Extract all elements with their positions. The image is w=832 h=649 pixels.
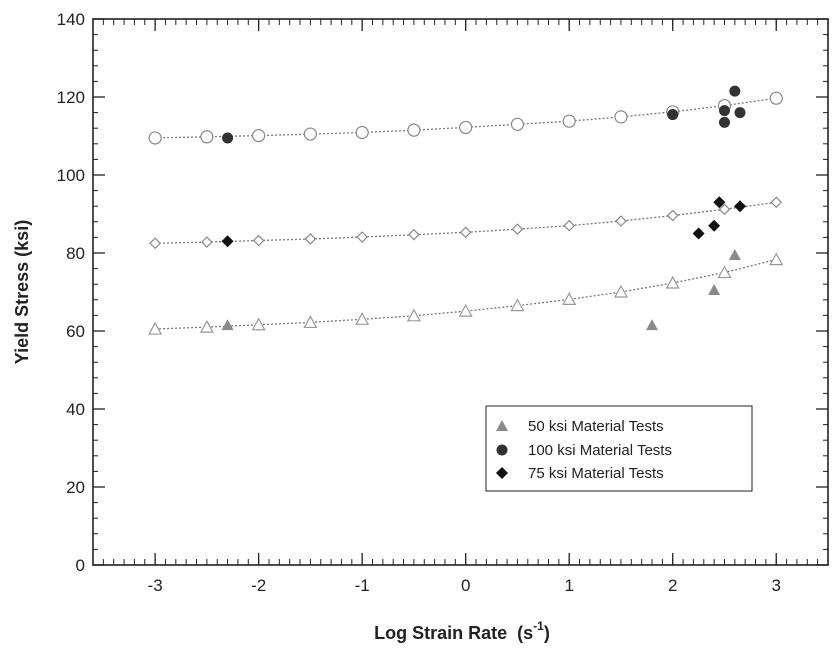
x-tick-label: -2 [251, 576, 266, 595]
legend-marker-diamond [496, 467, 508, 479]
fit-point-triangle [303, 315, 318, 329]
data-point-50ksi [221, 319, 234, 331]
data-point-75ksi [713, 196, 726, 209]
fit-point-circle [459, 120, 473, 135]
legend-label-50ksi: 50 ksi Material Tests [528, 418, 664, 435]
y-tick-labels: 0 20 40 60 80 100 120 140 [57, 10, 85, 575]
x-tick-label: 1 [564, 576, 573, 595]
x-tick-label: 0 [461, 576, 470, 595]
major-ticks [93, 18, 828, 566]
y-tick-label: 0 [76, 556, 85, 575]
y-tick-label: 100 [57, 166, 85, 185]
y-tick-label: 80 [66, 244, 85, 263]
plot-frame [92, 18, 829, 566]
fit-point-diamond [666, 209, 679, 222]
fit-point-diamond [563, 219, 576, 232]
x-axis-label-main: Log Strain Rate [374, 623, 507, 643]
fit-point-circle [252, 129, 266, 143]
fit-point-circle [303, 127, 317, 141]
fit-point-diamond [252, 234, 265, 247]
y-axis-label: Yield Stress (ksi) [12, 220, 32, 364]
fit-point-circle [407, 123, 421, 137]
legend-marker-circle [496, 444, 508, 456]
fit-point-triangle [665, 275, 680, 289]
data-point-100ksi [222, 132, 234, 144]
x-tick-label: -3 [148, 576, 163, 595]
y-tick-label: 40 [66, 400, 85, 419]
fit-point-triangle [355, 312, 370, 325]
legend-label-75ksi: 75 ksi Material Tests [528, 465, 664, 482]
fit-point-circle [200, 130, 214, 144]
fit-point-diamond [459, 226, 472, 239]
fit-point-triangle [717, 265, 732, 279]
fit-point-circle [355, 125, 369, 140]
x-tick-label: 2 [668, 576, 677, 595]
data-point-100ksi [718, 105, 730, 117]
fit-point-circle [769, 91, 783, 105]
x-tick-labels: -3 -2 -1 0 1 2 3 [148, 576, 781, 595]
legend-marker-triangle [496, 420, 508, 431]
y-tick-label: 120 [57, 88, 85, 107]
data-point-100ksi [734, 107, 746, 119]
fit-lines [148, 91, 784, 335]
data-points [221, 85, 747, 331]
fit-point-triangle [458, 303, 473, 317]
y-tick-label: 140 [57, 10, 85, 29]
fit-point-circle [510, 117, 525, 131]
y-tick-label: 60 [66, 322, 85, 341]
data-point-75ksi [221, 235, 234, 248]
fit-point-circle [614, 110, 628, 124]
fit-point-triangle [199, 319, 214, 333]
fit-point-diamond [511, 223, 524, 236]
fit-point-circle [562, 114, 576, 128]
fit-point-diamond [304, 233, 317, 245]
fit-point-diamond [770, 196, 783, 209]
data-point-75ksi [708, 219, 721, 232]
fit-line [155, 258, 777, 330]
legend-box [485, 405, 753, 492]
fit-point-triangle [510, 298, 525, 312]
legend: 50 ksi Material Tests 100 ksi Material T… [485, 405, 753, 492]
fit-point-diamond [149, 237, 161, 250]
fit-point-diamond [615, 215, 627, 227]
y-tick-label: 20 [66, 478, 85, 497]
data-point-100ksi [718, 116, 730, 128]
fit-point-triangle [406, 308, 421, 322]
legend-label-100ksi: 100 ksi Material Tests [528, 442, 672, 459]
x-tick-label: 3 [772, 576, 781, 595]
fit-point-diamond [408, 228, 420, 241]
x-axis-label-close: ) [544, 623, 550, 643]
fit-point-diamond [356, 231, 369, 243]
data-point-75ksi [734, 200, 747, 213]
x-tick-label: -1 [355, 576, 370, 595]
fit-point-triangle [769, 252, 784, 266]
data-point-50ksi [728, 248, 741, 260]
data-point-75ksi [692, 227, 705, 240]
data-point-50ksi [708, 284, 721, 296]
x-axis-label: Log Strain Rate (s-1) [374, 619, 550, 643]
fit-point-triangle [562, 292, 577, 306]
data-point-100ksi [667, 109, 679, 121]
fit-point-triangle [148, 321, 163, 335]
data-point-50ksi [646, 319, 659, 331]
x-axis-label-exponent: -1 [533, 619, 544, 633]
fit-point-diamond [718, 203, 731, 216]
x-axis-label-unit: (s [517, 623, 533, 643]
data-point-100ksi [729, 85, 741, 97]
fit-point-diamond [201, 236, 213, 248]
fit-point-triangle [251, 317, 266, 331]
fit-point-triangle [613, 284, 628, 298]
fit-point-circle [148, 131, 162, 145]
